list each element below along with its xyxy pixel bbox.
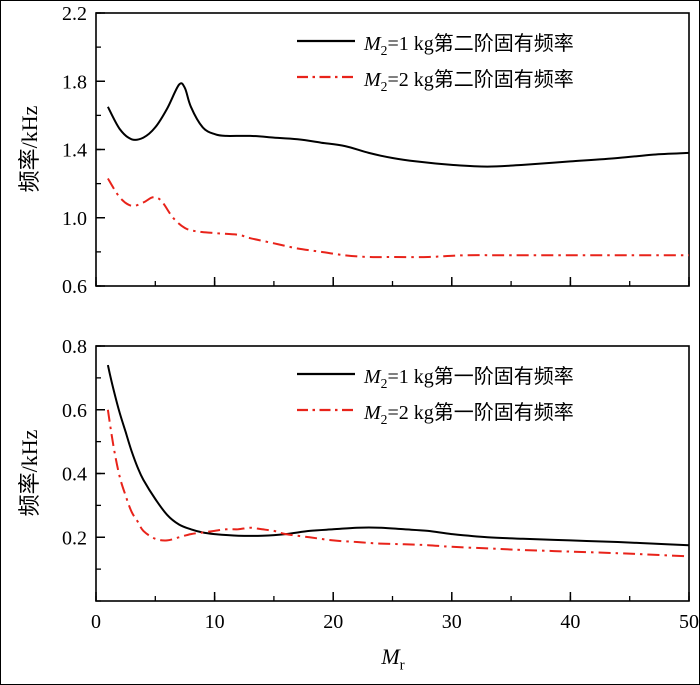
legend-var: M xyxy=(364,365,381,388)
bottom-chart-legend: M2=1 kg第一阶固有频率 M2=2 kg第一阶固有频率 xyxy=(297,356,574,428)
legend-subscript: 2 xyxy=(380,411,388,427)
legend-var: M xyxy=(364,68,381,91)
y-tick-label: 0.8 xyxy=(62,336,87,358)
y-tick-label: 1.8 xyxy=(62,71,87,93)
y-tick-label: 0.2 xyxy=(62,527,87,549)
legend-text: =2 kg第一阶固有频率 xyxy=(387,401,574,424)
series-line-series2 xyxy=(107,177,689,259)
x-tick-label: 20 xyxy=(323,611,343,633)
x-tick-label: 50 xyxy=(679,611,699,633)
bottom-chart-first-order: 0 10 20 30 40 50 0.2 0.4 0.6 0.8 xyxy=(62,336,699,633)
x-axis-label: Mr xyxy=(381,644,405,674)
bottom-chart-y-axis-label: 频率/kHz xyxy=(17,429,42,517)
top-chart-second-order: 0.6 1.0 1.4 1.8 2.2 xyxy=(62,3,690,298)
y-tick-label: 2.2 xyxy=(62,3,87,25)
dashdot-line-sample xyxy=(297,408,355,412)
x-axis-label-subscript: r xyxy=(399,657,405,674)
y-tick-label: 1.4 xyxy=(62,140,87,162)
series-line-series1 xyxy=(107,82,690,168)
solid-line-sample xyxy=(297,372,355,376)
top-chart-legend: M2=1 kg第二阶固有频率 M2=2 kg第二阶固有频率 xyxy=(297,23,574,95)
dashdot-line-sample xyxy=(297,75,355,79)
legend-label: M2=2 kg第一阶固有频率 xyxy=(364,396,574,427)
top-chart-y-axis-label: 频率/kHz xyxy=(17,105,42,193)
legend-label: M2=1 kg第二阶固有频率 xyxy=(364,27,574,58)
x-tick-label: 10 xyxy=(205,611,225,633)
x-tick-label: 0 xyxy=(91,611,101,633)
legend-text: =2 kg第二阶固有频率 xyxy=(387,68,574,91)
x-tick-label: 40 xyxy=(560,611,580,633)
legend-subscript: 2 xyxy=(380,375,388,391)
legend-item: M2=1 kg第一阶固有频率 xyxy=(297,356,574,392)
legend-item: M2=2 kg第二阶固有频率 xyxy=(297,59,574,95)
series-line-series2 xyxy=(106,409,690,558)
legend-text: =1 kg第一阶固有频率 xyxy=(387,365,574,388)
legend-item: M2=2 kg第一阶固有频率 xyxy=(297,392,574,428)
x-axis-label-variable: M xyxy=(381,644,400,669)
legend-var: M xyxy=(364,32,381,55)
legend-subscript: 2 xyxy=(380,42,388,58)
legend-item: M2=1 kg第二阶固有频率 xyxy=(297,23,574,59)
y-tick-label: 0.4 xyxy=(62,464,87,486)
y-tick-label: 1.0 xyxy=(62,208,87,230)
legend-label: M2=1 kg第一阶固有频率 xyxy=(364,360,574,391)
series-line-series1 xyxy=(106,364,690,547)
legend-var: M xyxy=(364,401,381,424)
y-tick-label: 0.6 xyxy=(62,400,87,422)
solid-line-sample xyxy=(297,39,355,43)
legend-subscript: 2 xyxy=(380,78,388,94)
x-tick-label: 30 xyxy=(442,611,462,633)
legend-label: M2=2 kg第二阶固有频率 xyxy=(364,63,574,94)
y-tick-label: 0.6 xyxy=(62,276,87,298)
legend-text: =1 kg第二阶固有频率 xyxy=(387,32,574,55)
